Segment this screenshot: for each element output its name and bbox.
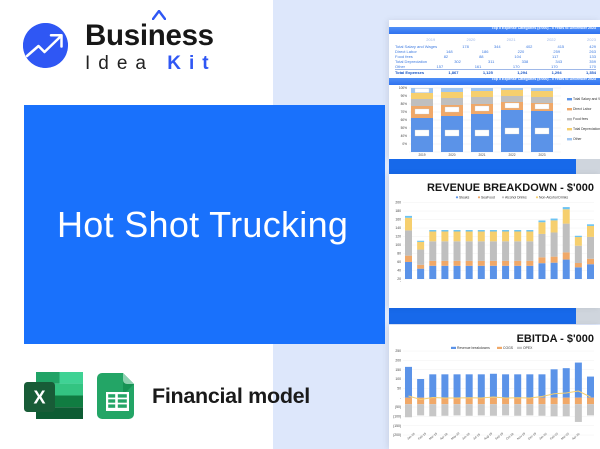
svg-text:100%: 100%	[399, 86, 407, 90]
svg-text:50: 50	[397, 387, 401, 391]
svg-text:0%: 0%	[402, 142, 407, 146]
svg-text:Jan-19: Jan-19	[406, 432, 416, 441]
svg-text:OPEX: OPEX	[523, 346, 533, 350]
svg-text:40%: 40%	[401, 134, 408, 138]
svg-text:Nov-19: Nov-19	[516, 431, 526, 440]
svg-text:Jun-19: Jun-19	[461, 432, 471, 441]
svg-text:Steaks: Steaks	[459, 196, 470, 200]
svg-text:Feb-20: Feb-20	[549, 431, 559, 440]
svg-text:Revenue breakdowns: Revenue breakdowns	[457, 346, 490, 350]
svg-text:70%: 70%	[401, 110, 408, 114]
svg-text:Dec-19: Dec-19	[527, 431, 537, 440]
svg-text:Non-Alcohol Drinks: Non-Alcohol Drinks	[539, 196, 568, 200]
svg-text:200: 200	[395, 359, 401, 363]
svg-text:(50): (50)	[395, 405, 401, 409]
svg-text:Jan-20: Jan-20	[538, 432, 548, 441]
svg-text:150: 150	[395, 368, 401, 372]
svg-text:120: 120	[395, 235, 401, 239]
svg-text:(200): (200)	[393, 433, 401, 437]
svg-text:Food fees: Food fees	[573, 117, 588, 121]
svg-text:Apr-20: Apr-20	[571, 432, 581, 441]
svg-text:(150): (150)	[393, 424, 401, 428]
svg-text:2020: 2020	[448, 153, 455, 157]
svg-text:Apr-19: Apr-19	[439, 432, 449, 441]
svg-text:SeaFood: SeaFood	[481, 196, 495, 200]
svg-text:2022: 2022	[508, 153, 515, 157]
svg-text:Sep-19: Sep-19	[494, 431, 504, 440]
svg-text:50%: 50%	[401, 126, 408, 130]
svg-text:Other: Other	[573, 137, 582, 141]
svg-text:-: -	[400, 396, 401, 400]
svg-text:Total Salary and Wa: Total Salary and Wa	[573, 97, 600, 101]
svg-text:2019: 2019	[418, 153, 425, 157]
svg-text:Aug-19: Aug-19	[483, 431, 493, 440]
svg-text:80: 80	[397, 252, 401, 256]
svg-text:160: 160	[395, 218, 401, 222]
svg-text:250: 250	[395, 349, 401, 353]
svg-text:May-19: May-19	[450, 431, 460, 441]
svg-text:60: 60	[397, 260, 401, 264]
svg-text:Mar-19: Mar-19	[428, 431, 438, 440]
svg-text:Mar-20: Mar-20	[560, 431, 570, 440]
svg-text:100: 100	[395, 243, 401, 247]
svg-text:2023: 2023	[538, 153, 545, 157]
svg-text:140: 140	[395, 226, 401, 230]
svg-text:Jul-19: Jul-19	[472, 432, 481, 441]
svg-text:100: 100	[395, 377, 401, 381]
svg-text:40: 40	[397, 269, 401, 273]
svg-text:Direct Labor: Direct Labor	[573, 107, 592, 111]
svg-text:80%: 80%	[401, 102, 408, 106]
svg-text:Alcohol Drinks: Alcohol Drinks	[505, 196, 527, 200]
svg-text:-: -	[400, 280, 401, 284]
svg-text:COGS: COGS	[503, 346, 514, 350]
svg-text:X: X	[33, 388, 45, 408]
svg-text:180: 180	[395, 209, 401, 213]
svg-text:60%: 60%	[401, 118, 408, 122]
svg-text:(100): (100)	[393, 415, 401, 419]
svg-text:Oct-19: Oct-19	[505, 432, 515, 441]
svg-text:Feb-19: Feb-19	[417, 431, 427, 440]
svg-text:200: 200	[395, 201, 401, 205]
svg-text:Total Depreciation: Total Depreciation	[573, 127, 600, 131]
svg-text:2021: 2021	[478, 153, 485, 157]
svg-text:90%: 90%	[401, 94, 408, 98]
